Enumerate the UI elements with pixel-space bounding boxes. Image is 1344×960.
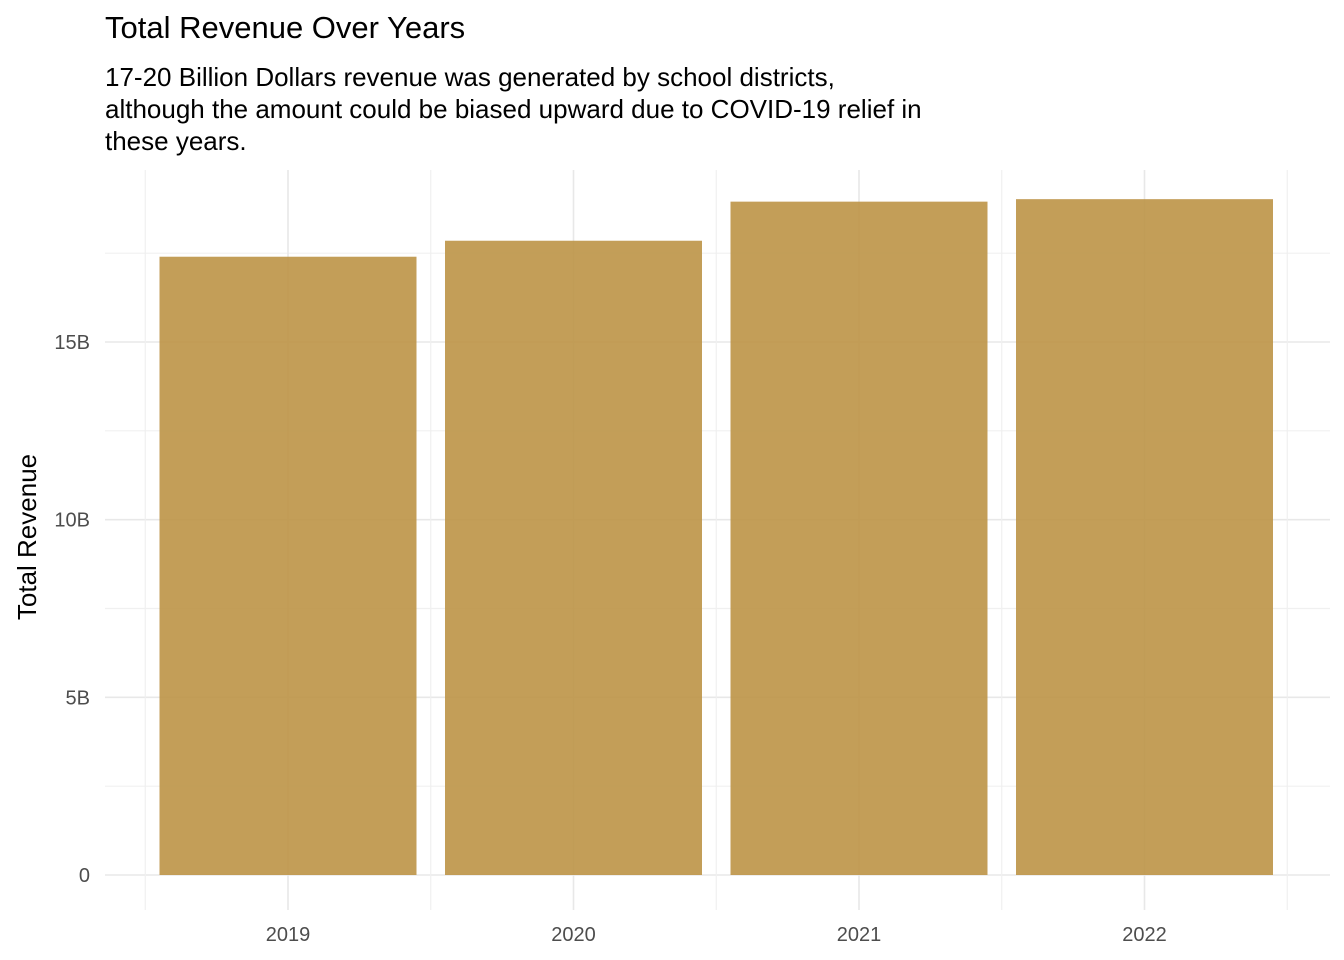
x-tick-label: 2019 bbox=[266, 924, 311, 946]
bar-2019 bbox=[159, 256, 417, 876]
y-tick-label: 15B bbox=[54, 332, 90, 354]
bars bbox=[159, 199, 1273, 876]
chart-subtitle: 17-20 Billion Dollars revenue was genera… bbox=[105, 62, 922, 156]
chart-title: Total Revenue Over Years bbox=[105, 10, 466, 45]
y-axis-title: Total Revenue bbox=[12, 454, 42, 620]
x-tick-label: 2020 bbox=[551, 924, 596, 946]
y-tick-label: 10B bbox=[54, 510, 90, 532]
x-axis-ticks: 2019 2020 2021 2022 bbox=[266, 924, 1167, 946]
y-tick-label: 5B bbox=[66, 687, 90, 709]
y-axis-ticks: 0 5B 10B 15B bbox=[54, 332, 90, 887]
x-tick-label: 2022 bbox=[1122, 924, 1167, 946]
bar-2022 bbox=[1016, 199, 1273, 875]
bar-2021 bbox=[730, 201, 988, 876]
x-tick-label: 2021 bbox=[837, 924, 882, 946]
bar-2020 bbox=[445, 240, 702, 876]
y-tick-label: 0 bbox=[79, 865, 90, 887]
